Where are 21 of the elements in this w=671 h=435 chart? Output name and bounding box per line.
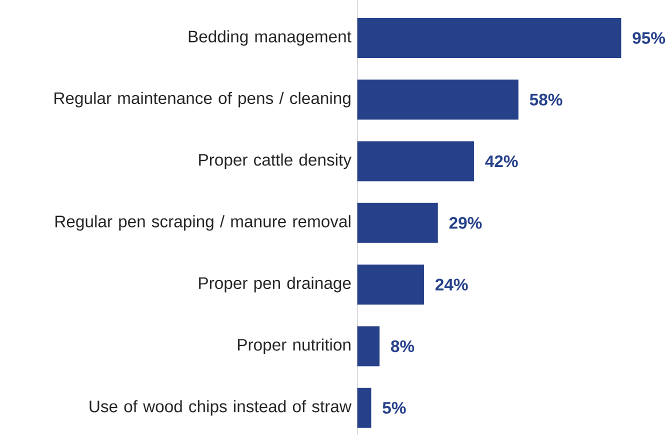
y-tick-label: Regular pen scraping / manure removal <box>56 215 350 231</box>
y-tick-label: Proper nutrition <box>238 338 350 354</box>
bar <box>357 141 474 182</box>
bar <box>357 18 622 58</box>
bar <box>357 80 518 120</box>
data-label: 95% <box>632 32 666 44</box>
y-tick-label: Bedding management <box>188 30 352 46</box>
data-label: 29% <box>449 217 482 229</box>
y-tick-label: Regular maintenance of pens / cleaning <box>54 92 350 108</box>
data-label: 5% <box>382 402 406 414</box>
data-label: 24% <box>436 278 468 290</box>
data-label: 8% <box>391 340 414 352</box>
data-label: 58% <box>530 94 562 106</box>
y-tick-label: Proper pen drainage <box>199 276 351 292</box>
y-tick-label: Proper cattle density <box>199 153 352 170</box>
y-tick-label: Use of wood chips instead of straw <box>90 400 352 416</box>
bar <box>357 202 438 243</box>
bar <box>357 326 380 366</box>
bar <box>357 264 424 305</box>
bar <box>357 388 372 428</box>
data-label: 42% <box>485 155 518 168</box>
